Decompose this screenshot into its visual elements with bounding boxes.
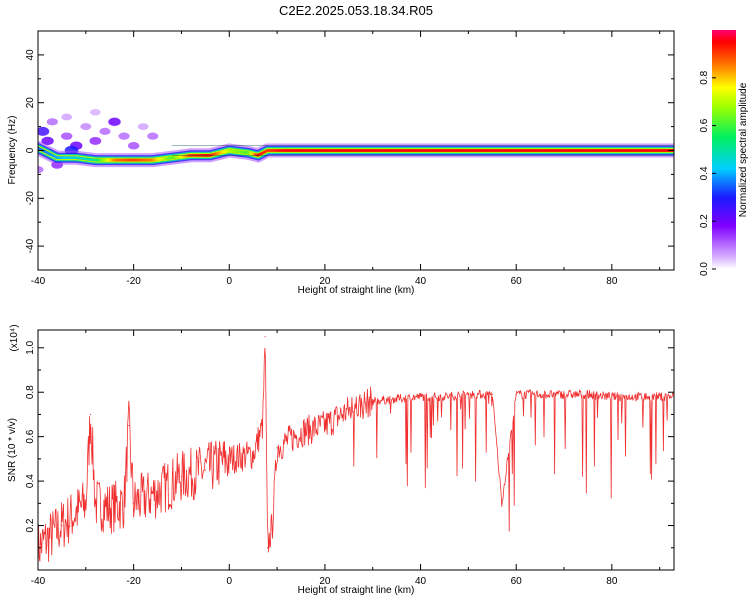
snr-panel: -40 -20 0 20 40 60 80 1.0 0.8 0.6 0.4 0.2 Height of…	[7, 324, 675, 596]
snr-point	[109, 507, 111, 509]
snr-point	[501, 502, 503, 504]
snr-point	[180, 476, 183, 478]
snr-point	[635, 396, 637, 398]
spectrogram-blob	[61, 113, 73, 121]
spectrogram-xtick-label: 80	[606, 276, 618, 287]
snr-xtick-label: 40	[415, 576, 427, 587]
spectrogram-blob	[38, 166, 44, 174]
snr-point	[61, 524, 63, 527]
snr-point	[204, 469, 206, 471]
snr-xtick-label: 20	[319, 576, 331, 587]
snr-point	[123, 502, 125, 504]
snr-trace	[38, 347, 674, 569]
spectrogram-ytick-label: -20	[25, 191, 36, 206]
snr-point	[128, 424, 130, 427]
snr-point	[467, 393, 469, 396]
spectrogram-blob	[90, 108, 101, 116]
colorbar-tick-label: 0.2	[699, 214, 710, 228]
snr-point	[94, 502, 96, 504]
snr-point	[491, 393, 493, 396]
snr-xtick-label: 80	[606, 576, 618, 587]
spectrogram-blob	[41, 136, 54, 146]
snr-ytick-label: 0.4	[25, 474, 36, 488]
spectrogram-ytick-label: -40	[25, 238, 36, 253]
spectrogram-blob	[38, 126, 50, 136]
snr-xtick-label: 0	[226, 576, 232, 587]
spectrogram-xtick-label: -40	[31, 276, 46, 287]
snr-ytick-label: 1.0	[25, 340, 36, 354]
snr-point	[252, 453, 254, 456]
snr-point	[85, 502, 87, 504]
snr-xtick-label: 60	[511, 576, 523, 587]
snr-point	[276, 447, 278, 449]
spectrogram-blob	[80, 123, 92, 131]
snr-xtick-label: -40	[31, 576, 46, 587]
spectrogram-xlabel: Height of straight line (km)	[298, 285, 415, 296]
snr-ylabel: SNR (10 * v/v)	[7, 418, 18, 482]
colorbar-label: Normalized spectral amplitude	[738, 82, 749, 217]
snr-ytick-label: 0.2	[25, 518, 36, 532]
snr-point	[264, 336, 266, 338]
spectrogram-blob	[108, 117, 121, 127]
snr-point	[133, 502, 135, 504]
figure-title: C2E2.2025.053.18.34.R05	[279, 3, 433, 18]
snr-point	[156, 491, 159, 493]
snr-point	[348, 409, 350, 411]
spectrogram-ytick-label: 0	[25, 147, 36, 153]
snr-point	[515, 393, 517, 396]
spectrogram-blob	[99, 127, 111, 135]
spectrogram-blob	[137, 123, 149, 130]
snr-point	[587, 393, 589, 396]
snr-point	[300, 431, 302, 433]
snr-ytick-label: 0.8	[25, 385, 36, 399]
spectrogram-xtick-label: -20	[126, 276, 141, 287]
snr-frame	[37, 329, 675, 571]
colorbar-gradient	[712, 30, 736, 269]
spectrogram-ytick-label: 40	[25, 49, 36, 61]
snr-point	[324, 424, 326, 427]
snr-multiplier: (x10⁴)	[9, 324, 20, 351]
snr-point	[396, 398, 398, 400]
snr-point	[563, 393, 565, 396]
colorbar-tick-label: 0.8	[699, 70, 710, 84]
spectrogram-xtick-label: 60	[511, 276, 523, 287]
spectrogram-blob	[46, 118, 58, 126]
colorbar-tick-label: 0.4	[699, 166, 710, 180]
snr-xlabel: Height of straight line (km)	[298, 585, 415, 596]
snr-point	[611, 396, 613, 398]
snr-point	[419, 396, 422, 398]
spectrogram-xtick-label: 20	[319, 276, 331, 287]
snr-point	[372, 400, 374, 402]
snr-point	[266, 547, 269, 549]
spectrogram-ytick-label: 20	[25, 97, 36, 109]
colorbar-tick-label: 0.0	[699, 262, 710, 276]
snr-point	[90, 413, 92, 416]
snr-point	[228, 458, 230, 460]
spectrogram-blob	[147, 132, 159, 140]
snr-xtick-label: -20	[126, 576, 141, 587]
spectrogram-blob	[127, 142, 140, 150]
spectrogram-xtick-label: 40	[415, 276, 427, 287]
spectrogram-ylabel: Frequency (Hz)	[7, 116, 18, 185]
spectrogram-blob	[89, 137, 102, 145]
snr-ytick-label: 0.6	[25, 429, 36, 443]
snr-point	[271, 524, 273, 527]
snr-point	[443, 396, 446, 398]
spectrogram-blob	[60, 132, 73, 140]
colorbar-tick-label: 0.6	[699, 118, 710, 132]
snr-point	[262, 424, 264, 427]
colorbar: 0.0 0.2 0.4 0.6 0.8 Normalized spectral ampl…	[699, 30, 749, 276]
spectrogram-xtick-label: 0	[226, 276, 232, 287]
spectrogram-blob	[118, 132, 130, 140]
snr-point	[539, 393, 541, 396]
spectrogram-panel: -40 -20 0 20 40 60 80 40 20 0 -20 -40 Height of str…	[7, 30, 675, 296]
